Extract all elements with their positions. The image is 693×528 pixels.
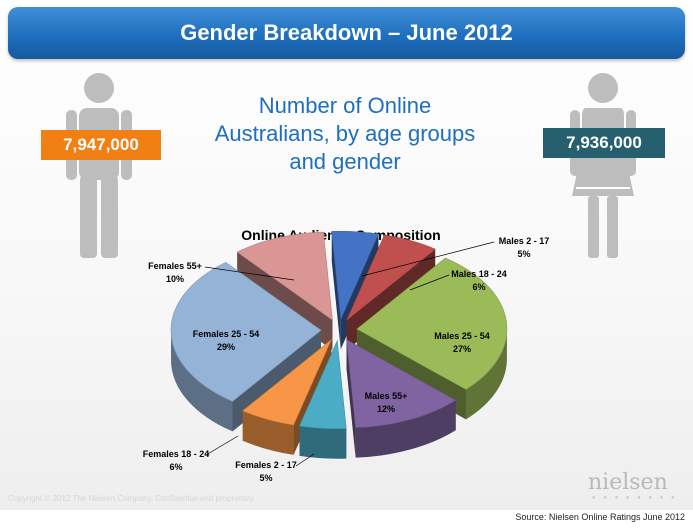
slice-label-females-25-54: Females 25 - 54 (193, 329, 260, 339)
pie-slice-females-2-17 (299, 339, 347, 459)
logo-dots-decoration: ● ● ● ● ● ● ● ● (592, 495, 678, 501)
page-title: Gender Breakdown – June 2012 (180, 20, 513, 45)
slice-value-males-2-17: 5% (517, 249, 530, 259)
title-bar: Gender Breakdown – June 2012 (8, 7, 685, 59)
leader-line-females-2-17 (295, 453, 315, 467)
slide-subtitle: Number of Online Australians, by age gro… (214, 93, 476, 174)
slice-value-females-2-17: 5% (259, 473, 272, 483)
slice-value-females-25-54: 29% (217, 342, 235, 352)
source-note: Source: Nielsen Online Ratings June 2012 (515, 512, 685, 522)
leader-line-males-18-24 (409, 274, 450, 291)
slice-value-males-55-plus: 12% (377, 404, 395, 414)
slide-background: Gender Breakdown – June 2012 Number of O… (0, 0, 693, 510)
slice-label-males-55-plus: Males 55+ (365, 391, 408, 401)
slice-label-females-55-plus: Females 55+ (148, 261, 202, 271)
leader-line-males-2-17 (361, 241, 495, 277)
leader-line-females-55-plus (204, 266, 295, 281)
pie-slice-males-55-plus (346, 339, 457, 458)
slice-value-females-55-plus: 10% (166, 274, 184, 284)
slice-label-females-2-17: Females 2 - 17 (235, 460, 297, 470)
leader-line-females-18-24 (205, 435, 239, 456)
slice-label-males-25-54: Males 25 - 54 (434, 331, 490, 341)
female-count: 7,936,000 (566, 133, 642, 152)
male-count: 7,947,000 (63, 135, 139, 154)
slice-label-females-18-24: Females 18 - 24 (143, 449, 210, 459)
slice-value-females-18-24: 6% (169, 462, 182, 472)
slice-label-males-18-24: Males 18 - 24 (451, 269, 507, 279)
slice-value-males-25-54: 27% (453, 344, 471, 354)
male-count-badge: 7,947,000 (41, 130, 161, 160)
slice-label-males-2-17: Males 2 - 17 (499, 236, 550, 246)
pie-slice-females-18-24 (242, 339, 332, 455)
female-count-badge: 7,936,000 (543, 128, 665, 158)
audience-pie-chart: Online Audience Composition Males 2 - 17… (143, 227, 550, 483)
slice-value-males-18-24: 6% (472, 282, 485, 292)
copyright-notice: Copyright © 2012 The Nielsen Company. Co… (8, 494, 256, 503)
nielsen-logo: nielsen (588, 470, 668, 495)
